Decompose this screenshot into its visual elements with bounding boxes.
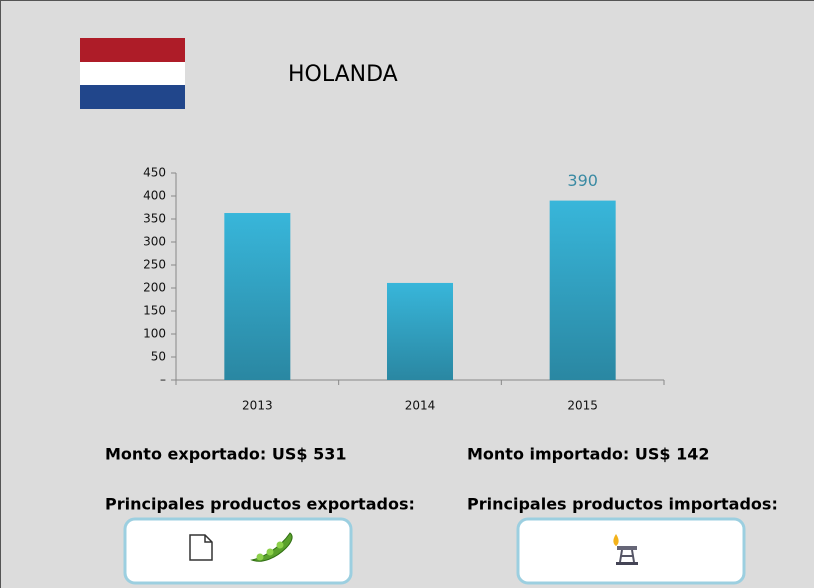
y-tick-label: 400 [143,189,166,203]
chart: – 50 100 150 200 250 300 350 400 450 2013 2014 2015 3… [143,166,665,413]
oil-pump-icon [613,534,638,565]
soy-icon [250,532,293,562]
imported-products: Principales productos importados: [467,495,778,514]
import-box [516,517,746,585]
exported-products: Principales productos exportados: [105,495,415,514]
y-tick-label: 150 [143,304,166,318]
export-box [123,517,353,585]
y-tick-label: 350 [143,212,166,226]
y-tick-label: 50 [151,350,166,364]
title: HOLANDA [288,62,398,87]
x-tick-label: 2015 [567,399,598,413]
flag [80,38,185,109]
paper-icon [189,534,213,561]
y-tick-label: 250 [143,258,166,272]
bar [387,282,453,380]
data-label: 390 [567,171,598,190]
exported-amount: Monto exportado: US$ 531 [105,445,347,464]
y-tick-label: 200 [143,281,166,295]
y-tick-label: – [160,373,166,387]
y-tick-label: 450 [143,166,166,180]
x-tick-label: 2013 [242,399,273,413]
x-tick-label: 2014 [405,399,436,413]
bar [549,200,616,380]
y-tick-label: 100 [143,327,166,341]
bar [224,213,291,380]
imported-amount: Monto importado: US$ 142 [467,445,709,464]
y-tick-label: 300 [143,235,166,249]
